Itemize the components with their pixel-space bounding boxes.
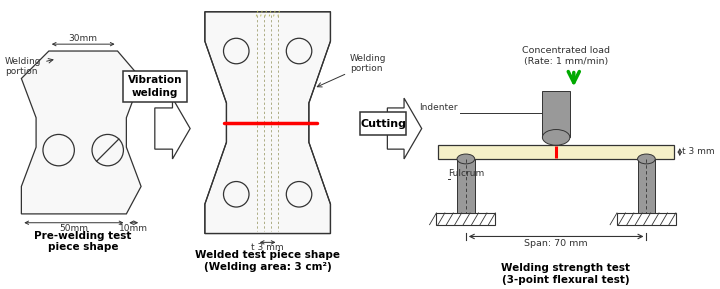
Text: Welding
portion: Welding portion — [318, 54, 387, 87]
Polygon shape — [205, 12, 330, 234]
Text: Indenter: Indenter — [420, 103, 458, 112]
Bar — [257, 15, 279, 231]
Text: 10mm: 10mm — [120, 224, 148, 233]
Polygon shape — [387, 98, 422, 159]
Text: Concentrated load
(Rate: 1 mm/min): Concentrated load (Rate: 1 mm/min) — [522, 46, 610, 66]
Text: Vibration
welding: Vibration welding — [127, 75, 182, 98]
Text: 50mm: 50mm — [59, 224, 89, 233]
FancyBboxPatch shape — [123, 71, 186, 101]
Text: t 3 mm: t 3 mm — [251, 243, 284, 252]
Text: t 3 mm: t 3 mm — [682, 147, 714, 156]
Ellipse shape — [542, 129, 570, 145]
Bar — [542, 91, 570, 137]
Ellipse shape — [638, 154, 655, 164]
Text: Fulcrum: Fulcrum — [448, 168, 485, 178]
Text: Cutting: Cutting — [361, 118, 406, 129]
Bar — [457, 159, 474, 213]
Bar — [438, 145, 674, 159]
Text: Pre-welding test
piece shape: Pre-welding test piece shape — [35, 231, 132, 252]
Text: Span: 70 mm: Span: 70 mm — [524, 239, 588, 249]
Bar — [436, 213, 495, 225]
Polygon shape — [22, 51, 141, 214]
Ellipse shape — [457, 154, 474, 164]
Bar — [638, 159, 655, 213]
Text: Welded test piece shape
(Welding area: 3 cm²): Welded test piece shape (Welding area: 3… — [195, 250, 340, 272]
FancyBboxPatch shape — [361, 112, 407, 135]
Bar — [617, 213, 676, 225]
Text: Welding
portion: Welding portion — [5, 57, 53, 76]
Text: Welding strength test
(3-point flexural test): Welding strength test (3-point flexural … — [501, 263, 631, 285]
Text: 30mm: 30mm — [68, 34, 98, 43]
Polygon shape — [155, 98, 190, 159]
